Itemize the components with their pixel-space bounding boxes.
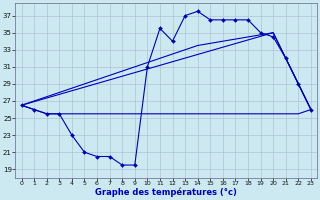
X-axis label: Graphe des températures (°c): Graphe des températures (°c) [95, 188, 237, 197]
